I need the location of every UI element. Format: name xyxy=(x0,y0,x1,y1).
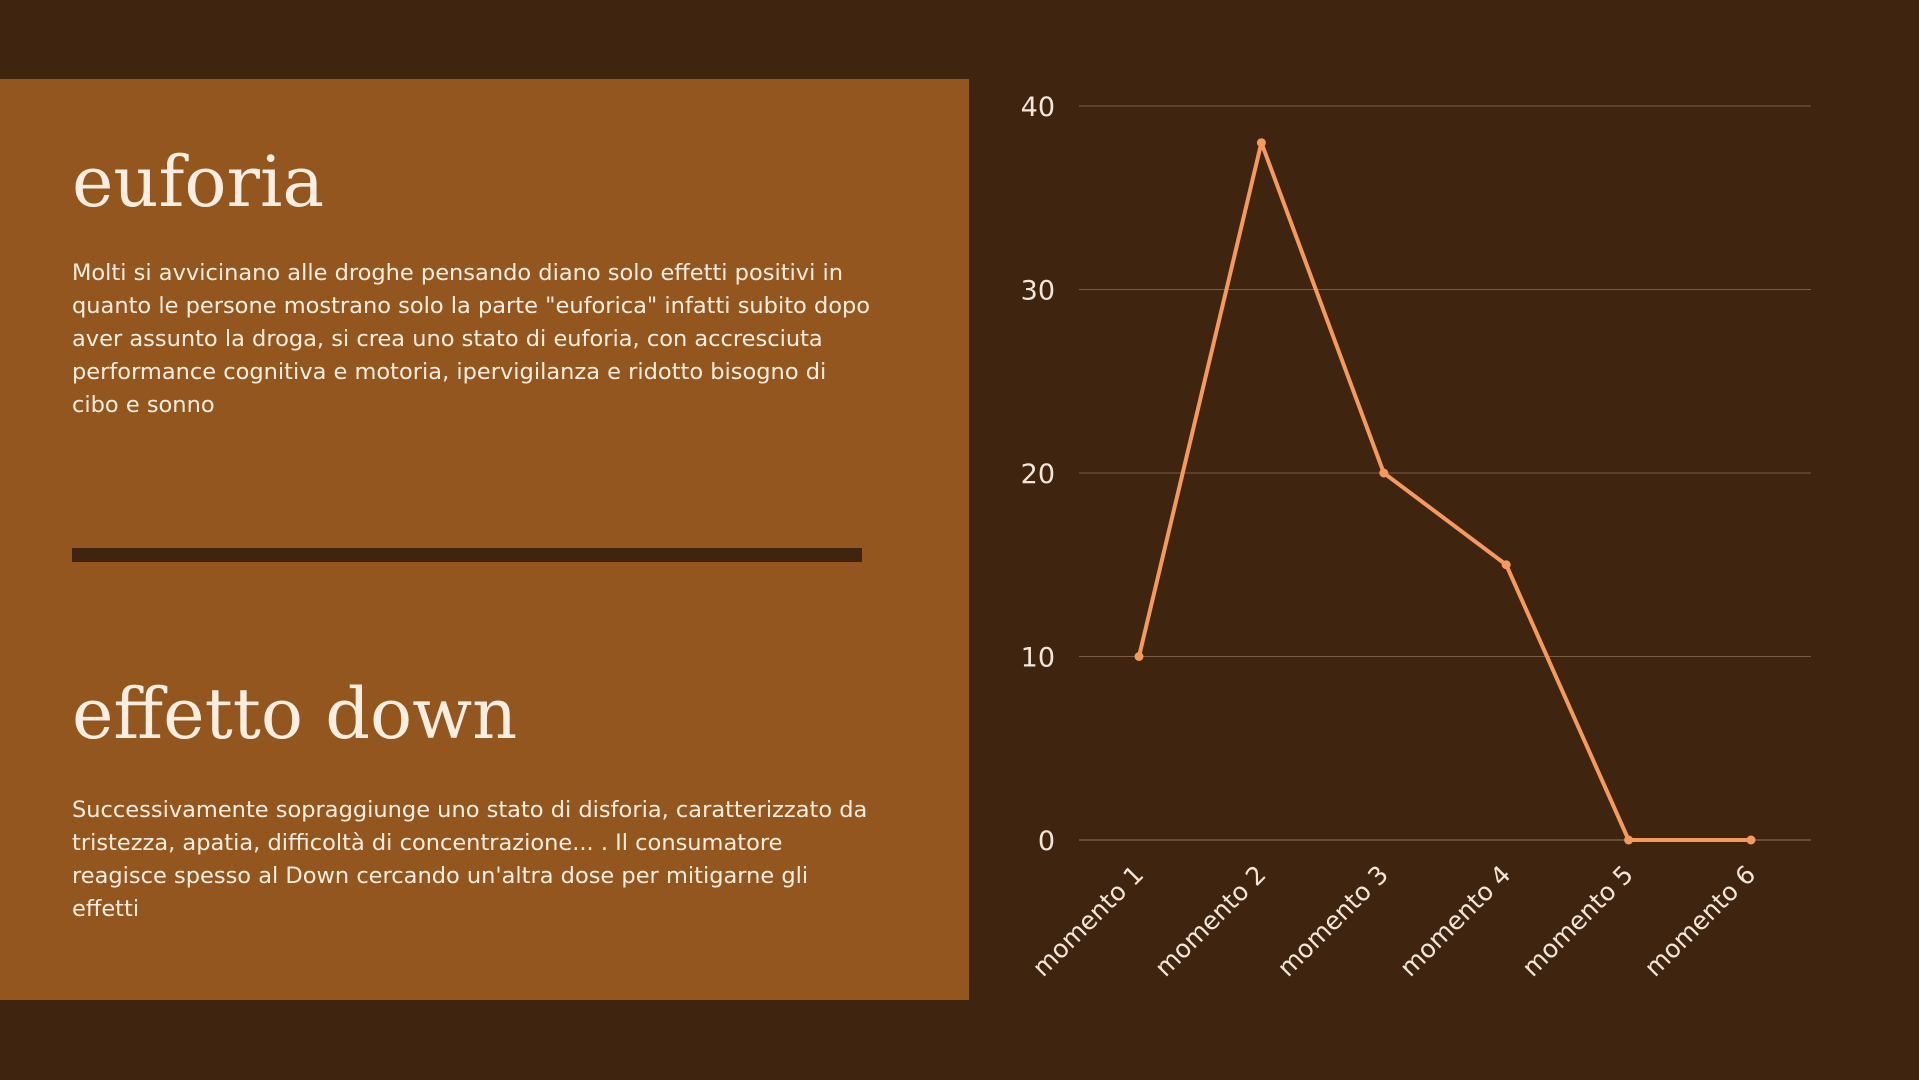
data-point-4 xyxy=(1501,560,1511,570)
data-point-3 xyxy=(1379,468,1389,478)
x-tick-label-5: momento 5 xyxy=(1516,860,1638,982)
y-tick-labels: 0 10 20 30 40 xyxy=(1021,92,1055,857)
y-tick-label-40: 40 xyxy=(1021,92,1055,123)
text-panel: euforia Molti si avvicinano alle droghe … xyxy=(0,79,969,1000)
data-point-1 xyxy=(1134,652,1144,661)
x-tick-label-6: momento 6 xyxy=(1639,860,1761,982)
y-tick-label-20: 20 xyxy=(1021,459,1055,490)
y-tick-label-10: 10 xyxy=(1021,643,1055,674)
series-layer xyxy=(1134,138,1756,845)
series-line-1 xyxy=(1137,140,1753,842)
x-tick-labels: momento 1 momento 2 momento 3 momento 4 mome… xyxy=(1027,860,1761,982)
data-point-5 xyxy=(1624,835,1634,845)
section-text-effetto-down: Successivamente sopraggiunge uno stato d… xyxy=(72,797,868,922)
x-tick-label-3: momento 3 xyxy=(1272,860,1394,982)
section-text-euforia: Molti si avvicinano alle droghe pensando… xyxy=(72,260,871,418)
data-point-2 xyxy=(1256,138,1266,148)
y-tick-label-30: 30 xyxy=(1021,276,1055,307)
x-tick-label-1: momento 1 xyxy=(1027,860,1149,982)
data-point-6 xyxy=(1746,835,1756,845)
grid-layer xyxy=(1079,105,1811,841)
x-tick-label-2: momento 2 xyxy=(1149,860,1271,982)
y-tick-label-0: 0 xyxy=(1038,826,1055,857)
section-divider xyxy=(72,548,862,562)
x-tick-label-4: momento 4 xyxy=(1394,860,1516,982)
section-title-effetto-down: effetto down xyxy=(72,673,518,755)
section-title-euforia: euforia xyxy=(72,141,325,223)
